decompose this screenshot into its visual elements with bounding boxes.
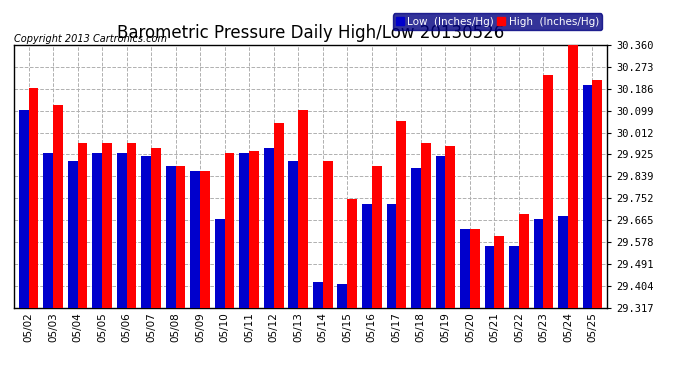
Bar [347, 198, 357, 308]
Bar [558, 216, 568, 308]
Bar [313, 282, 323, 308]
Title: Barometric Pressure Daily High/Low 20130526: Barometric Pressure Daily High/Low 20130… [117, 24, 504, 42]
Bar [77, 143, 88, 308]
Bar [117, 153, 126, 308]
Bar [190, 171, 200, 308]
Bar [337, 284, 347, 308]
Bar [19, 110, 28, 308]
Bar [386, 204, 396, 308]
Bar [92, 153, 102, 308]
Bar [239, 153, 249, 308]
Bar [53, 105, 63, 308]
Bar [435, 156, 445, 308]
Bar [582, 85, 593, 308]
Bar [470, 229, 480, 308]
Bar [176, 166, 186, 308]
Bar [264, 148, 274, 308]
Bar [372, 166, 382, 308]
Bar [68, 161, 77, 308]
Bar [362, 204, 372, 308]
Bar [126, 143, 137, 308]
Bar [249, 151, 259, 308]
Bar [509, 246, 519, 308]
Bar [411, 168, 421, 308]
Bar [568, 45, 578, 308]
Bar [421, 143, 431, 308]
Bar [200, 171, 210, 308]
Text: Copyright 2013 Cartronics.com: Copyright 2013 Cartronics.com [14, 34, 167, 45]
Bar [225, 153, 235, 308]
Bar [141, 156, 151, 308]
Bar [28, 88, 39, 308]
Bar [593, 80, 602, 308]
Bar [495, 236, 504, 308]
Bar [102, 143, 112, 308]
Bar [323, 161, 333, 308]
Bar [484, 246, 495, 308]
Bar [298, 110, 308, 308]
Bar [460, 229, 470, 308]
Bar [151, 148, 161, 308]
Bar [519, 214, 529, 308]
Legend: Low  (Inches/Hg), High  (Inches/Hg): Low (Inches/Hg), High (Inches/Hg) [393, 13, 602, 30]
Bar [43, 153, 53, 308]
Bar [274, 123, 284, 308]
Bar [396, 120, 406, 308]
Bar [533, 219, 544, 308]
Bar [445, 146, 455, 308]
Bar [215, 219, 225, 308]
Bar [166, 166, 176, 308]
Bar [288, 161, 298, 308]
Bar [544, 75, 553, 308]
